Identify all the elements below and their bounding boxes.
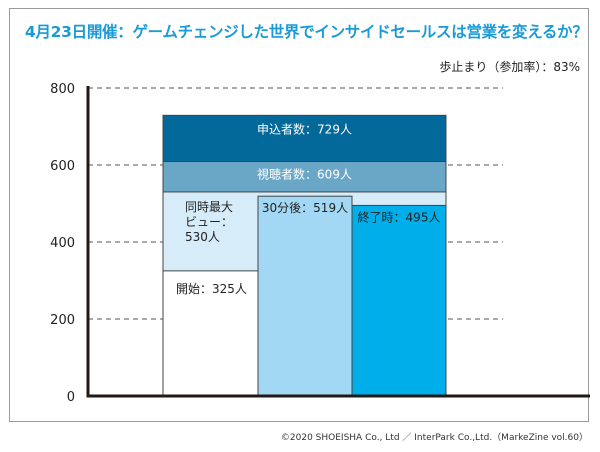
data-label-30分後: 30分後：519人	[262, 201, 348, 215]
data-label-開始: 開始：325人	[176, 282, 247, 296]
bar-30分後	[257, 195, 353, 397]
data-label-視聴者数: 視聴者数：609人	[257, 167, 352, 182]
y-tick-label-600: 600	[50, 159, 75, 174]
y-tick-label-200: 200	[50, 313, 75, 328]
data-label-終了時: 終了時：495人	[358, 209, 441, 224]
bar-終了時	[351, 204, 447, 397]
data-label-同時最大ビュー-line2: ビュー：	[185, 215, 233, 229]
data-label-申込者数: 申込者数：729人	[257, 121, 352, 136]
y-tick-label-400: 400	[50, 236, 75, 251]
copyright-footer: ©2020 SHOEISHA Co., Ltd ／ InterPark Co.,…	[280, 433, 588, 443]
y-tick-label-0: 0	[67, 390, 75, 405]
chart-title: 4月23日開催：ゲームチェンジした世界でインサイドセールスは営業を変えるか？	[25, 23, 588, 41]
y-tick-label-800: 800	[50, 82, 75, 97]
data-label-同時最大ビュー-line3: 530人	[185, 230, 220, 244]
chart-subtitle: 歩止まり（参加率）：83%	[439, 60, 580, 74]
data-label-同時最大ビュー-line1: 同時最大	[185, 200, 233, 214]
